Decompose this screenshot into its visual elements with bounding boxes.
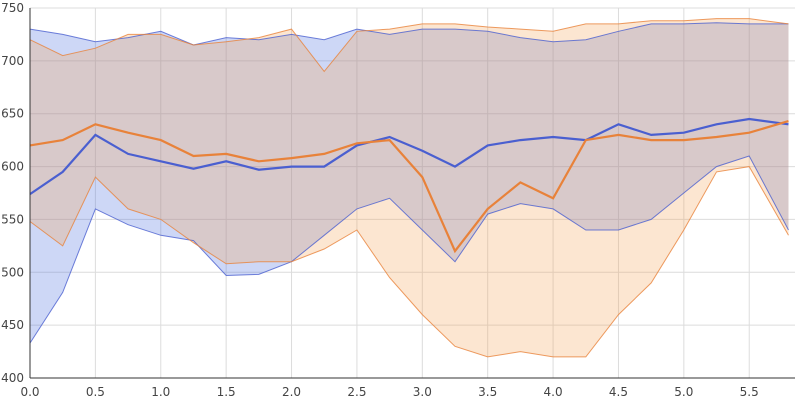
x-tick-label: 1.5 (217, 385, 236, 399)
series-lines (29, 18, 789, 358)
axes: 0.0 0.5 1.0 1.5 2.0 2.5 3.0 3.5 4.0 4.5 5.0 5.5 400 4… (1, 1, 795, 399)
x-tick-label: 2.0 (282, 385, 301, 399)
series-0-mean-line (29, 117, 789, 196)
y-tick-label: 600 (1, 160, 24, 174)
y-tick-label: 700 (1, 54, 24, 68)
x-tick-label: 3.0 (413, 385, 432, 399)
y-tick-label: 400 (1, 371, 24, 385)
series-1-band (30, 18, 789, 357)
series-0-upper-line (29, 22, 789, 46)
series-1-lower-line (29, 166, 789, 358)
series-1-mean-line (29, 120, 789, 254)
x-tick-label: 4.5 (609, 385, 628, 399)
x-tick-label: 5.5 (740, 385, 759, 399)
band-areas (30, 18, 789, 357)
x-tick-label: 4.0 (544, 385, 563, 399)
y-tick-label: 500 (1, 265, 24, 279)
x-tick-label: 3.5 (478, 385, 497, 399)
series-0-lower-line (29, 155, 789, 344)
y-tick-label: 650 (1, 107, 24, 121)
x-tick-label: 5.0 (674, 385, 693, 399)
y-tick-label: 550 (1, 212, 24, 226)
series-0-band (30, 22, 789, 344)
x-tick-label: 1.0 (151, 385, 170, 399)
x-tick-label: 0.0 (20, 385, 39, 399)
y-tick-label: 750 (1, 1, 24, 15)
series-1-upper-line (29, 18, 789, 73)
x-tick-label: 2.5 (347, 385, 366, 399)
y-tick-label: 450 (1, 318, 24, 332)
x-tick-label: 0.5 (86, 385, 105, 399)
